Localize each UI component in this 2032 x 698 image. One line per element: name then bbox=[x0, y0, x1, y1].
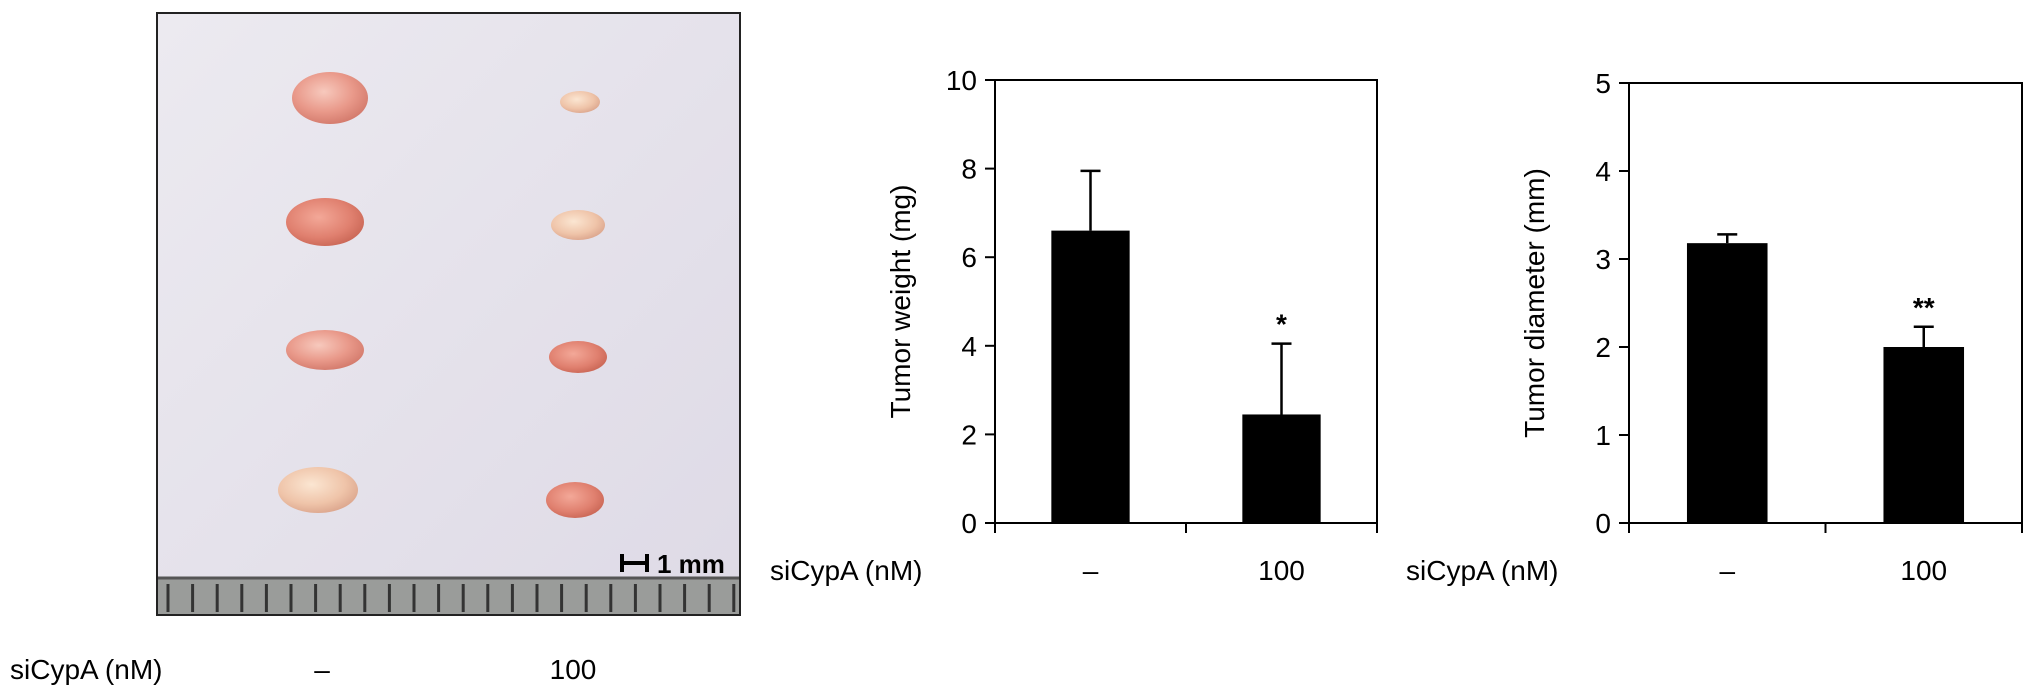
bar-1 bbox=[1883, 347, 1965, 523]
y-tick-label: 0 bbox=[961, 508, 977, 539]
y-axis-label: Tumor weight (mg) bbox=[885, 185, 916, 419]
y-tick-label: 4 bbox=[961, 331, 977, 362]
y-tick-label: 2 bbox=[1595, 332, 1611, 363]
tumor-control-2 bbox=[286, 198, 364, 246]
x-category-label: 100 bbox=[1258, 555, 1305, 586]
tumor-treated-1 bbox=[560, 91, 600, 113]
y-tick-label: 5 bbox=[1595, 68, 1611, 99]
y-tick-label: 10 bbox=[946, 65, 977, 96]
photo-treatment-label: siCypA (nM) bbox=[10, 654, 162, 685]
bar-0 bbox=[1686, 243, 1768, 523]
ruler bbox=[158, 576, 739, 614]
significance-marker: * bbox=[1276, 309, 1287, 340]
tumor-treated-3 bbox=[549, 341, 607, 373]
y-tick-label: 1 bbox=[1595, 420, 1611, 451]
y-tick-label: 4 bbox=[1595, 156, 1611, 187]
bar-1 bbox=[1242, 414, 1321, 523]
y-axis-label: Tumor diameter (mm) bbox=[1519, 168, 1550, 438]
x-axis-label: siCypA (nM) bbox=[770, 555, 922, 586]
x-category-label: – bbox=[1083, 555, 1099, 586]
tumor-control-1 bbox=[292, 72, 368, 124]
scale-bar-label: 1 mm bbox=[657, 549, 725, 579]
photo-group-treated: 100 bbox=[550, 654, 597, 685]
specimen-photo: 1 mm bbox=[156, 12, 741, 616]
y-tick-label: 3 bbox=[1595, 244, 1611, 275]
photo-background bbox=[156, 12, 741, 616]
x-category-label: 100 bbox=[1900, 555, 1947, 586]
diameter-chart: 0 1 2 3 4 5 – ** 100 siCypA (nM) Tumor diameter (m… bbox=[1406, 68, 2023, 586]
weight-chart: 0 2 4 6 8 10 – * 100 siCypA (nM) Tumor weight (mg) bbox=[770, 65, 1378, 586]
tumor-control-3 bbox=[286, 330, 364, 370]
significance-marker: ** bbox=[1913, 292, 1935, 323]
bar-0 bbox=[1051, 230, 1130, 523]
x-axis-label: siCypA (nM) bbox=[1406, 555, 1558, 586]
tumor-treated-2 bbox=[551, 210, 605, 240]
y-tick-label: 8 bbox=[961, 154, 977, 185]
y-tick-label: 0 bbox=[1595, 508, 1611, 539]
x-category-label: – bbox=[1719, 555, 1735, 586]
y-tick-label: 6 bbox=[961, 242, 977, 273]
y-tick-label: 2 bbox=[961, 419, 977, 450]
tumor-treated-4 bbox=[546, 482, 604, 518]
photo-group-control: – bbox=[314, 654, 330, 685]
tumor-control-4 bbox=[278, 467, 358, 513]
scale-bar: 1 mm bbox=[620, 549, 725, 579]
